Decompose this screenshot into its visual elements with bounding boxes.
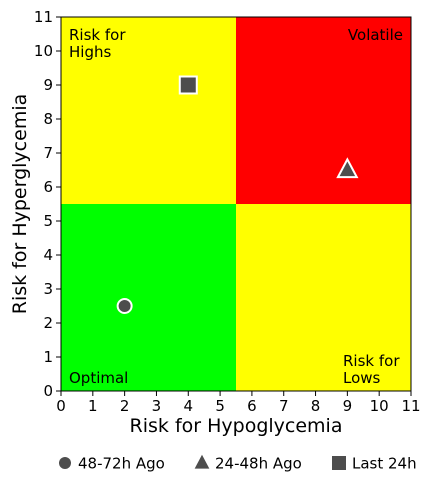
zone-risk-for-highs — [61, 17, 236, 204]
zone-optimal — [61, 204, 236, 391]
y-tick-label: 2 — [43, 314, 53, 332]
data-points — [116, 75, 359, 314]
y-tick-label: 9 — [43, 76, 53, 94]
x-tick-label: 2 — [120, 397, 130, 415]
y-tick-label: 10 — [34, 42, 53, 60]
plot-frame — [60, 16, 412, 392]
risk-zones — [61, 17, 411, 391]
legend: 48-72h Ago 24-48h Ago Last 24h — [59, 455, 417, 473]
point-triangle — [336, 157, 359, 179]
zone-volatile — [236, 17, 411, 204]
y-tick-label: 7 — [43, 144, 53, 162]
y-tick-label: 8 — [43, 110, 53, 128]
point-circle — [116, 298, 133, 314]
legend-label: 24-48h Ago — [215, 455, 302, 473]
y-tick-label: 3 — [43, 280, 53, 298]
y-axis-label: Risk for Hyperglycemia — [9, 94, 31, 315]
y-tick-label: 0 — [43, 382, 53, 400]
x-tick-label: 10 — [370, 397, 389, 415]
legend-label: 48-72h Ago — [78, 455, 165, 473]
x-tick-label: 1 — [88, 397, 98, 415]
x-tick-label: 8 — [311, 397, 321, 415]
zone-label-optimal: Optimal — [69, 369, 128, 387]
x-tick-label: 9 — [343, 397, 353, 415]
legend-label: Last 24h — [352, 455, 417, 473]
y-axis-ticks: 0 1 2 3 4 5 6 7 8 9 10 11 — [34, 8, 61, 400]
zone-labels: Optimal Risk for Lows Risk for Highs Volatile — [69, 26, 403, 387]
x-axis-label: Risk for Hypoglycemia — [130, 415, 343, 437]
x-tick-label: 3 — [152, 397, 162, 415]
y-tick-label: 5 — [43, 212, 53, 230]
legend-triangle-icon — [194, 454, 210, 469]
zone-label-volatile: Volatile — [348, 26, 403, 44]
legend-circle-icon — [59, 457, 71, 469]
y-tick-label: 11 — [34, 8, 53, 26]
x-tick-label: 7 — [279, 397, 289, 415]
y-tick-label: 6 — [43, 178, 53, 196]
y-tick-label: 4 — [43, 246, 53, 264]
zone-risk-for-lows — [236, 204, 411, 391]
point-square — [178, 75, 198, 95]
x-axis-ticks: 0 1 2 3 4 5 6 7 8 9 10 11 — [56, 391, 421, 415]
x-tick-label: 6 — [247, 397, 257, 415]
zone-label-risk-for-lows: Risk for Lows — [343, 352, 400, 387]
y-tick-label: 1 — [43, 348, 53, 366]
x-tick-label: 5 — [215, 397, 225, 415]
legend-square-icon — [332, 456, 346, 470]
x-tick-label: 11 — [401, 397, 420, 415]
x-tick-label: 0 — [56, 397, 66, 415]
x-tick-label: 4 — [183, 397, 193, 415]
zone-label-risk-for-highs: Risk for Highs — [69, 26, 126, 61]
